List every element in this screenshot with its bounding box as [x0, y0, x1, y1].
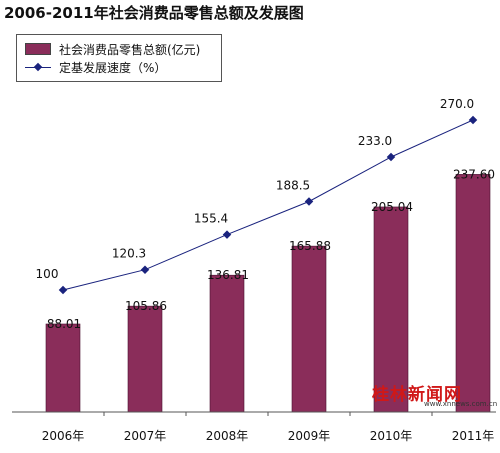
legend-swatch-bar: [25, 43, 51, 55]
line-value-label-5: 270.0: [440, 97, 474, 111]
line-marker-2: [222, 230, 232, 239]
line-value-label-1: 120.3: [112, 247, 146, 261]
line-series: [62, 119, 474, 291]
x-tick-label-2: 2008年: [206, 429, 249, 443]
x-tick-label-1: 2007年: [124, 429, 167, 443]
x-tick-label-0: 2006年: [42, 429, 85, 443]
bar-1: [127, 305, 163, 413]
line-value-label-0: 100: [36, 267, 59, 281]
bar-5: [455, 174, 491, 413]
line-marker-3: [304, 197, 314, 206]
line-value-label-3: 188.5: [276, 179, 310, 193]
legend-item-bar: 社会消费品零售总额(亿元): [25, 41, 200, 57]
bar-4: [373, 206, 409, 413]
x-tick-label-5: 2011年: [452, 429, 495, 443]
bar-value-label-5: 237.60: [453, 167, 495, 181]
line-marker-5: [468, 115, 478, 125]
line-marker-1: [140, 265, 150, 274]
watermark-logo: 桂林新闻网 www.xnnews.com.cn: [372, 380, 498, 410]
chart-title: 2006-2011年社会消费品零售总额及发展图: [4, 4, 304, 22]
x-tick-label-4: 2010年: [370, 429, 413, 443]
legend-label-bar: 社会消费品零售总额(亿元): [59, 42, 201, 57]
legend-swatch-line: [25, 61, 51, 73]
bar-value-label-2: 136.81: [207, 268, 249, 282]
legend-label-line: 定基发展速度（%）: [59, 60, 167, 75]
bar-2: [209, 274, 245, 413]
bar-3: [291, 245, 327, 413]
labels-layer: 88.01 2006年 105.86 2007年 136.81 2008年 165.88 20…: [36, 97, 495, 443]
watermark-logo-text: 桂林新闻网: [372, 385, 462, 405]
line-value-label-4: 233.0: [358, 134, 392, 148]
line-marker-0: [58, 285, 68, 295]
watermark-url: www.xnnews.com.cn: [424, 400, 498, 408]
legend-item-line: 定基发展速度（%）: [25, 59, 166, 75]
line-marker-4: [386, 152, 396, 162]
line-value-label-2: 155.4: [194, 212, 228, 226]
bar-value-label-3: 165.88: [289, 239, 331, 253]
bar-value-label-0: 88.01: [47, 317, 81, 331]
line-layer: [58, 115, 478, 295]
x-tick-label-3: 2009年: [288, 429, 331, 443]
bar-value-label-4: 205.04: [371, 200, 413, 214]
bar-0: [45, 323, 81, 413]
legend: 社会消费品零售总额(亿元) 定基发展速度（%）: [16, 34, 222, 82]
bars-layer: [45, 174, 491, 413]
bar-value-label-1: 105.86: [125, 299, 167, 313]
